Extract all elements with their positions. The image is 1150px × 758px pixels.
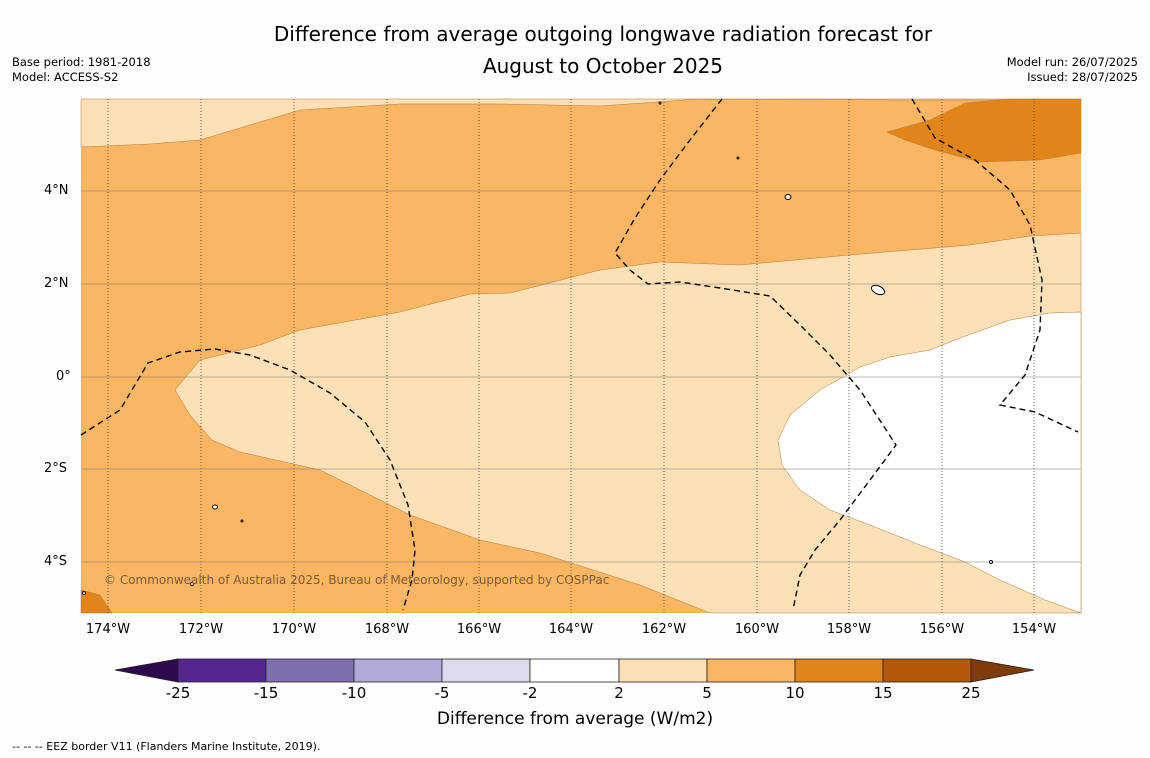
colorbar-bin-5: [529, 658, 620, 683]
colorbar-tick: 15: [873, 684, 893, 702]
colorbar-bin-6: [618, 658, 708, 683]
latitude-gridlines: [81, 190, 1081, 563]
colorbar-tick: -25: [165, 684, 191, 702]
model-name: Model: ACCESS-S2: [12, 70, 119, 84]
island-small-5: [989, 560, 993, 564]
title-line-2: August to October 2025: [482, 54, 724, 78]
lon-tick-168w: 168°W: [364, 622, 410, 637]
lat-tick-4n: 4°N: [44, 183, 69, 198]
colorbar-bin-4: [441, 658, 531, 683]
colorbar: [114, 658, 1035, 683]
colorbar-tick: -10: [341, 684, 367, 702]
issued-date: Issued: 28/07/2025: [1027, 70, 1138, 84]
lon-tick-174w: 174°W: [85, 622, 131, 637]
lat-tick-2n: 2°N: [44, 276, 69, 291]
lon-tick-154w: 154°W: [1011, 622, 1057, 637]
meta-left: Base period: 1981-2018 Model: ACCESS-S2: [12, 55, 151, 85]
eez-border-line-islands-east: [911, 98, 1079, 433]
meta-right: Model run: 26/07/2025 Issued: 28/07/2025: [1007, 55, 1138, 85]
eez-legend-note: -- -- -- EEZ border V11 (Flanders Marine…: [12, 740, 321, 753]
island-small-1: [658, 101, 662, 105]
lon-tick-172w: 172°W: [178, 622, 224, 637]
colorbar-tick: 10: [785, 684, 805, 702]
colorbar-extend-high: [970, 658, 1035, 683]
colorbar-bin-3: [353, 658, 443, 683]
island-small-2: [736, 156, 740, 160]
map-title: Difference from average outgoing longwav…: [0, 18, 1150, 82]
lat-tick-4s: 4°S: [44, 554, 68, 569]
island-small-3: [240, 519, 244, 523]
colorbar-tick: 5: [702, 684, 712, 702]
base-period: Base period: 1981-2018: [12, 55, 151, 69]
colorbar-extend-low: [114, 658, 179, 683]
contour-neutral: [777, 311, 1082, 614]
copyright-text: © Commonwealth of Australia 2025, Bureau…: [104, 573, 610, 587]
eez-borders: [80, 98, 1079, 611]
lat-tick-2s: 2°S: [44, 461, 68, 476]
eez-border-kiribati-phoenix: [80, 348, 416, 611]
island-small-6: [82, 591, 86, 595]
island-small-4: [190, 582, 194, 586]
lon-tick-158w: 158°W: [826, 622, 872, 637]
lon-tick-170w: 170°W: [271, 622, 317, 637]
colorbar-bin-7: [706, 658, 796, 683]
contour-10-15-ne: [886, 98, 1082, 163]
lat-tick-0: 0°: [56, 369, 71, 384]
lon-tick-166w: 166°W: [456, 622, 502, 637]
colorbar-bin-8: [794, 658, 884, 683]
lon-tick-160w: 160°W: [734, 622, 780, 637]
colorbar-tick: 25: [961, 684, 981, 702]
model-run: Model run: 26/07/2025: [1006, 55, 1138, 69]
lon-tick-164w: 164°W: [548, 622, 594, 637]
colorbar-bin-2: [265, 658, 355, 683]
colorbar-bin-1: [177, 658, 267, 683]
island-kiritimati: [870, 284, 886, 296]
lon-tick-162w: 162°W: [641, 622, 687, 637]
colorbar-tick: -5: [434, 684, 450, 702]
contour-10-15-sw: [80, 589, 113, 614]
island-tabuaeran: [784, 194, 792, 200]
lon-tick-156w: 156°W: [919, 622, 965, 637]
island-kanton: [212, 504, 218, 510]
islands: [82, 101, 993, 595]
title-line-1: Difference from average outgoing longwav…: [273, 22, 933, 46]
colorbar-tick: 2: [614, 684, 624, 702]
colorbar-tick: -15: [253, 684, 279, 702]
colorbar-label: Difference from average (W/m2): [436, 709, 714, 729]
colorbar-bin-9: [882, 658, 972, 683]
colorbar-tick: -2: [522, 684, 538, 702]
